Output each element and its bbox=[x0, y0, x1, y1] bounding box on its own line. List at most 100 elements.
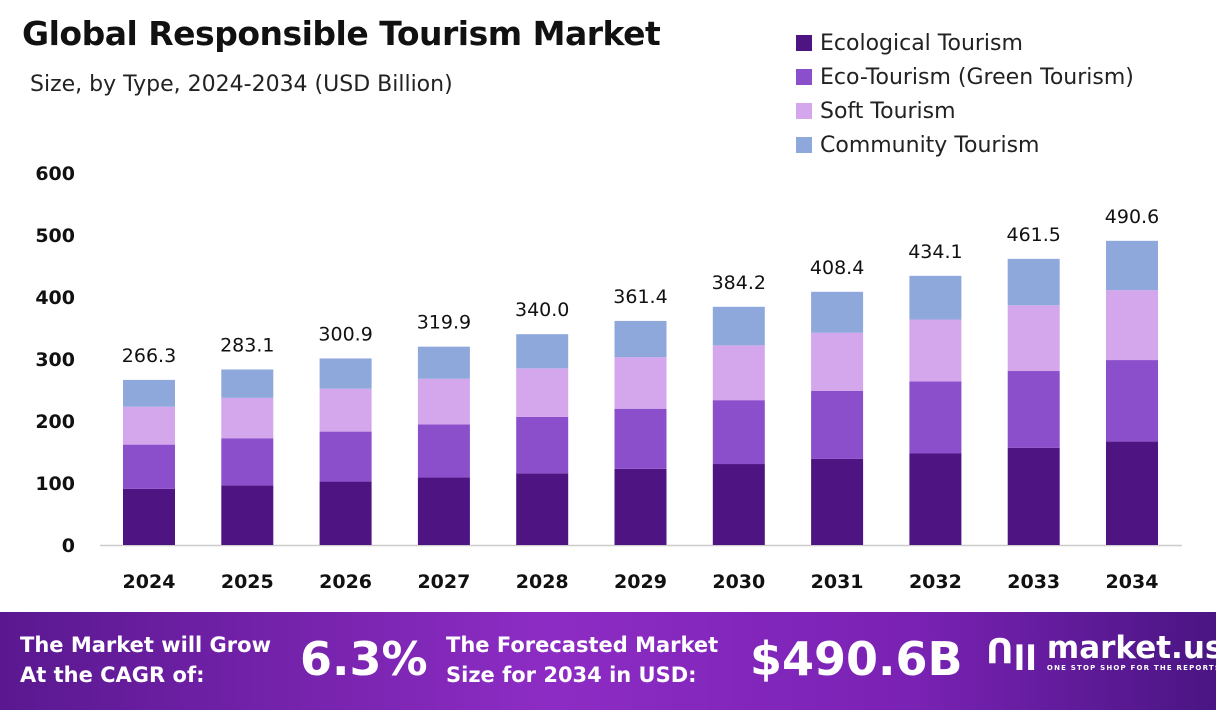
bar-segment bbox=[909, 319, 962, 382]
forecast-label-line: Size for 2034 in USD: bbox=[446, 663, 697, 687]
bar-segment bbox=[123, 444, 175, 489]
y-tick-label: 500 bbox=[35, 225, 75, 247]
bar-segment bbox=[1106, 441, 1158, 545]
bar-segment bbox=[811, 458, 864, 545]
data-label: 434.1 bbox=[908, 241, 962, 263]
cagr-value: 6.3% bbox=[300, 632, 428, 686]
y-tick-label: 100 bbox=[35, 473, 75, 495]
y-tick-label: 300 bbox=[35, 349, 75, 371]
x-tick-label: 2032 bbox=[909, 571, 962, 593]
x-tick-label: 2026 bbox=[319, 571, 372, 593]
brand-logo: ᑎꞁꞁ market.us ONE STOP SHOP FOR THE REPO… bbox=[986, 632, 1216, 672]
bar-segment bbox=[1106, 290, 1158, 361]
x-tick-label: 2025 bbox=[221, 571, 274, 593]
bar-segment bbox=[1007, 371, 1060, 448]
bar-segment bbox=[811, 390, 864, 459]
legend-item: Eco-Tourism (Green Tourism) bbox=[796, 60, 1134, 94]
x-tick-label: 2030 bbox=[712, 571, 765, 593]
data-label: 490.6 bbox=[1105, 206, 1159, 228]
bar-segment bbox=[614, 468, 667, 545]
y-tick-label: 400 bbox=[35, 287, 75, 309]
bar-segment bbox=[417, 424, 470, 478]
data-label: 461.5 bbox=[1006, 224, 1060, 246]
forecast-label: The Forecasted Market Size for 2034 in U… bbox=[446, 630, 718, 690]
bar-segment bbox=[811, 291, 864, 333]
chart-title: Global Responsible Tourism Market bbox=[22, 14, 661, 53]
bar-segment bbox=[516, 473, 569, 545]
x-tick-label: 2029 bbox=[614, 571, 667, 593]
bar-segment bbox=[221, 485, 274, 545]
cagr-label-line: At the CAGR of: bbox=[20, 663, 205, 687]
chart-subtitle: Size, by Type, 2024-2034 (USD Billion) bbox=[30, 72, 453, 97]
cagr-label: The Market will Grow At the CAGR of: bbox=[20, 630, 271, 690]
bar-segment bbox=[614, 320, 667, 358]
bar-segment bbox=[712, 345, 765, 401]
footer-banner: The Market will Grow At the CAGR of: 6.3… bbox=[0, 612, 1216, 710]
bar-segment bbox=[1007, 258, 1060, 306]
bar-segment bbox=[516, 334, 569, 369]
brand-name: market.us bbox=[1046, 630, 1216, 666]
bar-segment bbox=[417, 346, 470, 379]
bar-chart: 0 100 200 300 400 500 600 266.3 2024 283.1 2025 300… bbox=[35, 163, 1182, 593]
bar-segment bbox=[221, 438, 274, 486]
bar-segment bbox=[516, 416, 569, 474]
x-tick-label: 2033 bbox=[1007, 571, 1060, 593]
legend-item: Community Tourism bbox=[796, 128, 1134, 162]
bar-segment bbox=[516, 368, 569, 417]
data-label: 266.3 bbox=[122, 345, 176, 367]
bar-segment bbox=[811, 332, 864, 391]
logo-icon: ᑎꞁꞁ bbox=[986, 632, 1037, 672]
bar-segment bbox=[1106, 240, 1158, 291]
bar-segment bbox=[123, 488, 175, 545]
bar-segment bbox=[614, 357, 667, 409]
data-label: 300.9 bbox=[318, 323, 372, 345]
x-tick-label: 2031 bbox=[811, 571, 864, 593]
forecast-label-line: The Forecasted Market bbox=[446, 633, 719, 657]
bar-segment bbox=[221, 369, 274, 398]
x-tick-label: 2024 bbox=[123, 571, 176, 593]
legend-item: Ecological Tourism bbox=[796, 26, 1134, 60]
data-label: 283.1 bbox=[220, 334, 274, 356]
bar-segment bbox=[909, 453, 962, 545]
x-tick-label: 2028 bbox=[516, 571, 569, 593]
bar-segment bbox=[123, 379, 175, 407]
bar-segment bbox=[1106, 360, 1158, 442]
legend-swatch bbox=[796, 137, 812, 153]
legend-swatch bbox=[796, 103, 812, 119]
bar-segment bbox=[417, 477, 470, 545]
bar-segment bbox=[712, 400, 765, 465]
y-tick-label: 0 bbox=[62, 535, 75, 557]
y-tick-label: 600 bbox=[35, 163, 75, 185]
bar-segment bbox=[123, 406, 175, 445]
x-tick-label: 2027 bbox=[417, 571, 470, 593]
legend-swatch bbox=[796, 35, 812, 51]
bar-segment bbox=[614, 408, 667, 469]
bar-segment bbox=[319, 481, 372, 545]
legend: Ecological Tourism Eco-Tourism (Green To… bbox=[796, 26, 1134, 162]
bar-segment bbox=[909, 381, 962, 454]
bar-segment bbox=[221, 397, 274, 439]
bar-segment bbox=[319, 431, 372, 482]
data-label: 361.4 bbox=[613, 286, 667, 308]
bar-segment bbox=[1007, 447, 1060, 545]
cagr-label-line: The Market will Grow bbox=[20, 633, 271, 657]
y-tick-label: 200 bbox=[35, 411, 75, 433]
data-label: 408.4 bbox=[810, 257, 864, 279]
x-tick-label: 2034 bbox=[1106, 571, 1159, 593]
forecast-value: $490.6B bbox=[750, 632, 963, 686]
data-label: 384.2 bbox=[712, 272, 766, 294]
legend-label: Ecological Tourism bbox=[820, 30, 1023, 56]
legend-label: Community Tourism bbox=[820, 132, 1040, 158]
bar-segment bbox=[1007, 305, 1060, 372]
legend-swatch bbox=[796, 69, 812, 85]
data-label: 319.9 bbox=[417, 312, 471, 334]
bar-segment bbox=[712, 306, 765, 346]
bar-segment bbox=[417, 378, 470, 425]
legend-label: Eco-Tourism (Green Tourism) bbox=[820, 64, 1134, 90]
legend-item: Soft Tourism bbox=[796, 94, 1134, 128]
brand-tagline: ONE STOP SHOP FOR THE REPORTS bbox=[1046, 664, 1216, 672]
bar-segment bbox=[909, 275, 962, 320]
bar-segment bbox=[319, 388, 372, 432]
legend-label: Soft Tourism bbox=[820, 98, 956, 124]
data-label: 340.0 bbox=[515, 299, 569, 321]
